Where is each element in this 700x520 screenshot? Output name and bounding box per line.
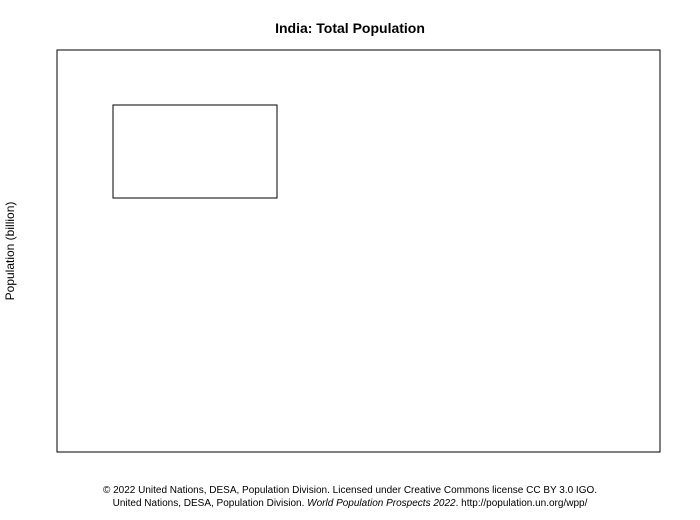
footer: United Nations, DESA, Population Divisio… xyxy=(113,498,588,509)
plot-frame xyxy=(56,49,661,453)
footer-part: United Nations, DESA, Population Divisio… xyxy=(113,498,308,509)
chart-title: India: Total Population xyxy=(275,20,425,36)
legend-box xyxy=(112,104,278,199)
footer-part: World Population Prospects 2022 xyxy=(307,498,456,509)
footer-part: . http://population.un.org/wpp/ xyxy=(456,498,588,509)
footer: © 2022 United Nations, DESA, Population … xyxy=(103,485,597,496)
y-axis-label: Population (billion) xyxy=(3,202,17,301)
